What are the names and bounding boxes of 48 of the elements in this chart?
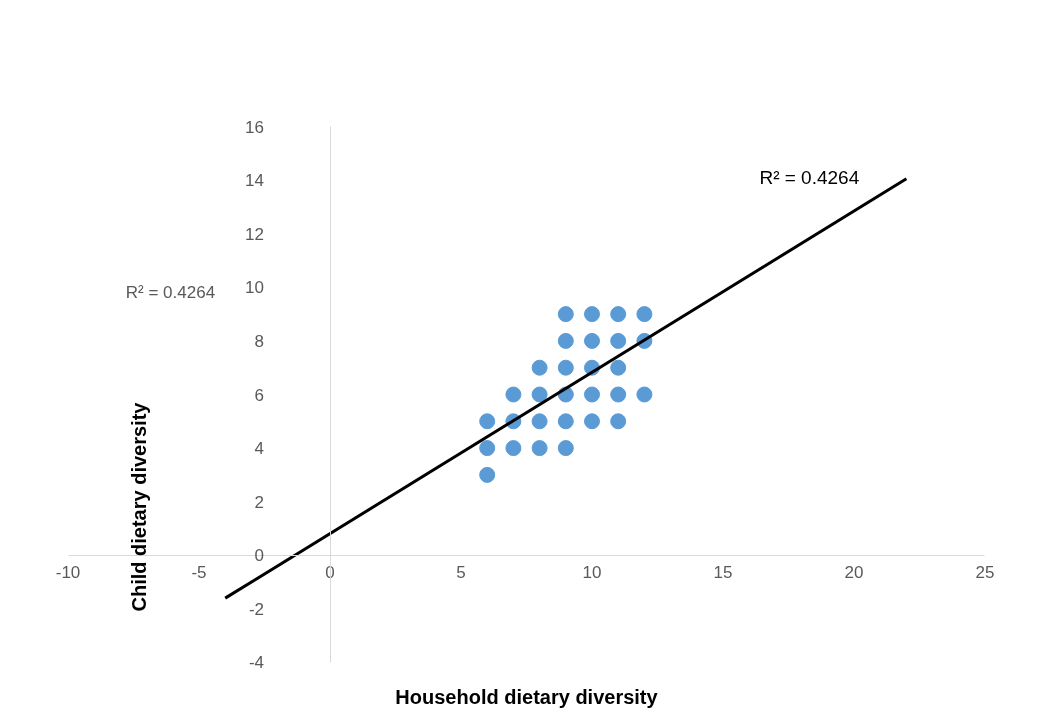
point <box>584 332 600 349</box>
point <box>584 306 600 323</box>
y-tick-label: 10 <box>245 278 265 298</box>
point <box>479 440 496 457</box>
point <box>610 386 627 403</box>
y-tick-label: 0 <box>254 546 265 566</box>
x-tick-label: 25 <box>975 563 995 583</box>
y-tick-label: 6 <box>254 385 265 405</box>
point <box>584 413 600 430</box>
x-tick-label: 10 <box>582 563 602 583</box>
x-tick-label: -10 <box>55 563 81 583</box>
point <box>557 332 574 349</box>
point <box>557 440 574 457</box>
annotation: R² = 0.4264 <box>759 166 860 188</box>
point <box>531 413 548 430</box>
point <box>479 466 496 483</box>
point <box>610 306 627 323</box>
point <box>479 413 496 430</box>
point <box>584 386 600 403</box>
y-tick-label: 12 <box>245 224 265 244</box>
point <box>531 359 548 376</box>
y-tick-label: -4 <box>248 653 265 673</box>
point <box>531 386 548 403</box>
y-tick-label: 14 <box>245 171 265 191</box>
x-tick-label: -5 <box>191 563 207 583</box>
point <box>636 386 653 403</box>
x-axis-title: Household dietary diversity <box>395 685 659 708</box>
y-tick-label: 16 <box>245 117 265 137</box>
point <box>610 332 627 349</box>
annotation: R² = 0.4264 <box>125 283 216 303</box>
point <box>610 359 627 376</box>
point <box>557 359 574 376</box>
x-tick-label: 0 <box>325 563 335 583</box>
point <box>505 440 522 457</box>
x-tick-label: 15 <box>713 563 733 583</box>
point <box>610 413 627 430</box>
point <box>557 306 574 323</box>
y-tick-label: 4 <box>254 439 265 459</box>
point <box>636 306 653 323</box>
point <box>531 440 548 457</box>
y-tick-label: 8 <box>254 331 265 351</box>
x-tick-label: 20 <box>844 563 864 583</box>
y-tick-label: -2 <box>248 599 265 619</box>
y-tick-label: 2 <box>254 492 265 512</box>
point <box>505 386 522 403</box>
y-axis-title: Child dietary diversity <box>127 401 150 612</box>
point <box>557 413 574 430</box>
x-tick-label: 5 <box>456 563 466 583</box>
